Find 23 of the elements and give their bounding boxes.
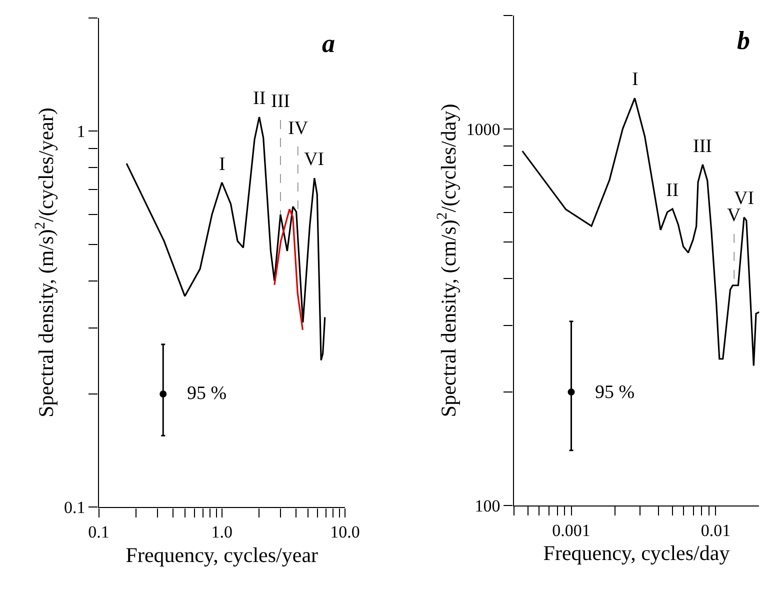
x-tick-label: 0.1 — [88, 522, 110, 542]
line-series — [274, 208, 304, 331]
annotation: II — [253, 88, 266, 109]
annotation: 95 % — [187, 383, 227, 404]
y-tick-label: 1 — [76, 122, 86, 142]
chart-title: b — [737, 26, 750, 55]
annotation: VI — [304, 149, 324, 170]
x-axis-title: Frequency, cycles/day — [543, 541, 730, 566]
y-tick-label: 1000 — [466, 120, 500, 139]
annotation: 95 % — [595, 382, 635, 403]
chart-title: a — [322, 29, 335, 58]
x-tick-label: 0.001 — [552, 520, 590, 540]
y-tick-label: 100 — [474, 496, 500, 516]
annotation: III — [271, 91, 290, 112]
x-tick-label: 0.01 — [700, 520, 731, 540]
x-axis-title: Frequency, cycles/year — [126, 542, 318, 567]
x-tick-label: 1.0 — [211, 522, 233, 542]
annotation: II — [666, 180, 679, 201]
annotation: III — [693, 136, 712, 157]
annotation: I — [632, 69, 638, 90]
annotation: IV — [288, 118, 308, 139]
annotation: I — [219, 154, 226, 175]
x-tick-label: 10.0 — [330, 522, 360, 542]
